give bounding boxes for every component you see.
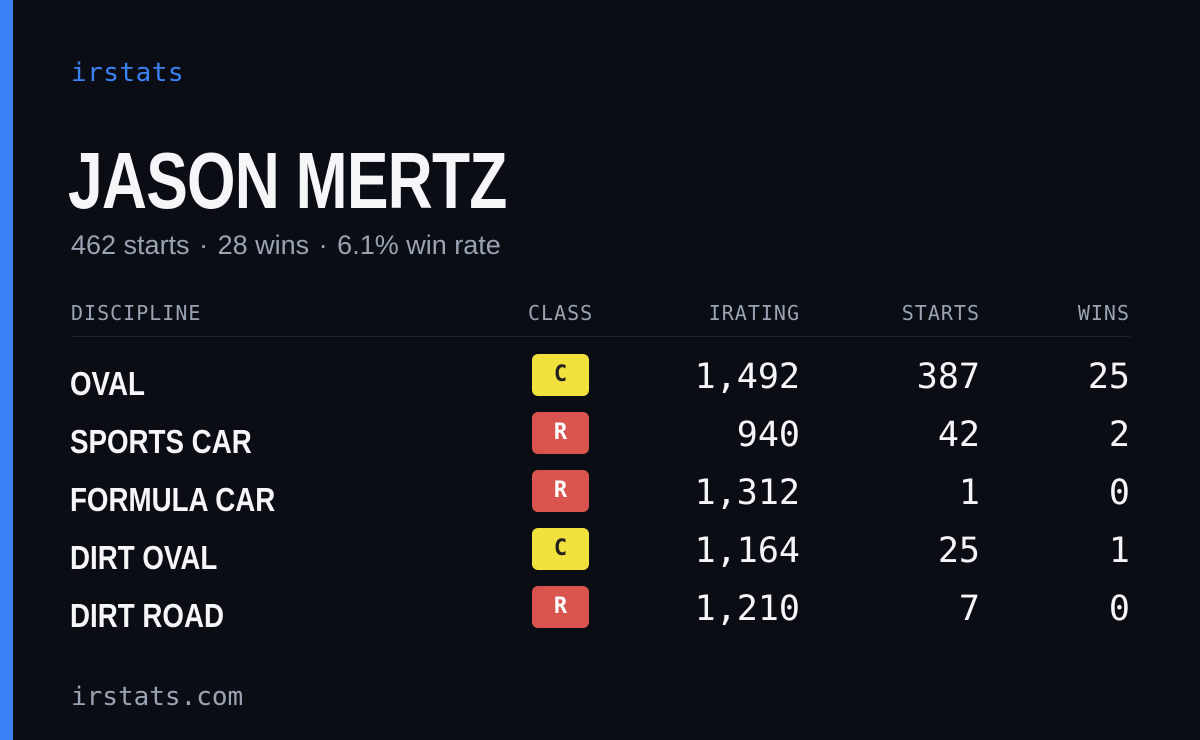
career-summary: 462 starts · 28 wins · 6.1% win rate: [71, 228, 501, 262]
starts-value: 387: [916, 357, 980, 397]
irating-value: 1,492: [694, 357, 800, 397]
discipline-name: FORMULA CAR: [70, 481, 276, 518]
discipline-name: DIRT OVAL: [70, 539, 218, 576]
irating-value: 1,210: [694, 589, 800, 629]
brand-logo: irstats: [71, 58, 185, 88]
table-row: DIRT OVAL C 1,164 25 1: [0, 528, 1200, 586]
table-row: DIRT ROAD R 1,210 7 0: [0, 586, 1200, 644]
irating-value: 1,164: [694, 531, 800, 571]
wins-value: 0: [1108, 473, 1130, 513]
class-badge: R: [532, 586, 589, 628]
class-badge: C: [532, 528, 589, 570]
column-header-starts: STARTS: [901, 301, 980, 325]
column-header-irating: IRATING: [708, 301, 800, 325]
discipline-name: DIRT ROAD: [70, 597, 224, 634]
class-badge: R: [532, 470, 589, 512]
starts-value: 1: [958, 473, 980, 513]
summary-separator: ·: [199, 230, 209, 260]
accent-bar: [0, 0, 13, 740]
discipline-name: SPORTS CAR: [70, 423, 252, 460]
column-header-discipline: DISCIPLINE: [71, 301, 202, 325]
column-header-class: CLASS: [528, 301, 594, 325]
table-row: SPORTS CAR R 940 42 2: [0, 412, 1200, 470]
footer-url: irstats.com: [71, 682, 244, 712]
win-rate: 6.1% win rate: [337, 230, 501, 260]
column-header-wins: WINS: [1077, 301, 1130, 325]
total-starts: 462 starts: [71, 230, 190, 260]
class-badge: R: [532, 412, 589, 454]
discipline-name: OVAL: [70, 365, 145, 402]
class-badge: C: [532, 354, 589, 396]
wins-value: 2: [1108, 415, 1130, 455]
header-divider: [71, 336, 1130, 337]
irating-value: 940: [736, 415, 800, 455]
driver-name: JASON MERTZ: [68, 136, 507, 225]
total-wins: 28 wins: [217, 230, 310, 260]
table-row: FORMULA CAR R 1,312 1 0: [0, 470, 1200, 528]
starts-value: 25: [937, 531, 980, 571]
wins-value: 1: [1108, 531, 1130, 571]
starts-value: 42: [937, 415, 980, 455]
wins-value: 0: [1108, 589, 1130, 629]
starts-value: 7: [958, 589, 980, 629]
summary-separator: ·: [318, 230, 328, 260]
irating-value: 1,312: [694, 473, 800, 513]
table-row: OVAL C 1,492 387 25: [0, 354, 1200, 412]
wins-value: 25: [1087, 357, 1130, 397]
